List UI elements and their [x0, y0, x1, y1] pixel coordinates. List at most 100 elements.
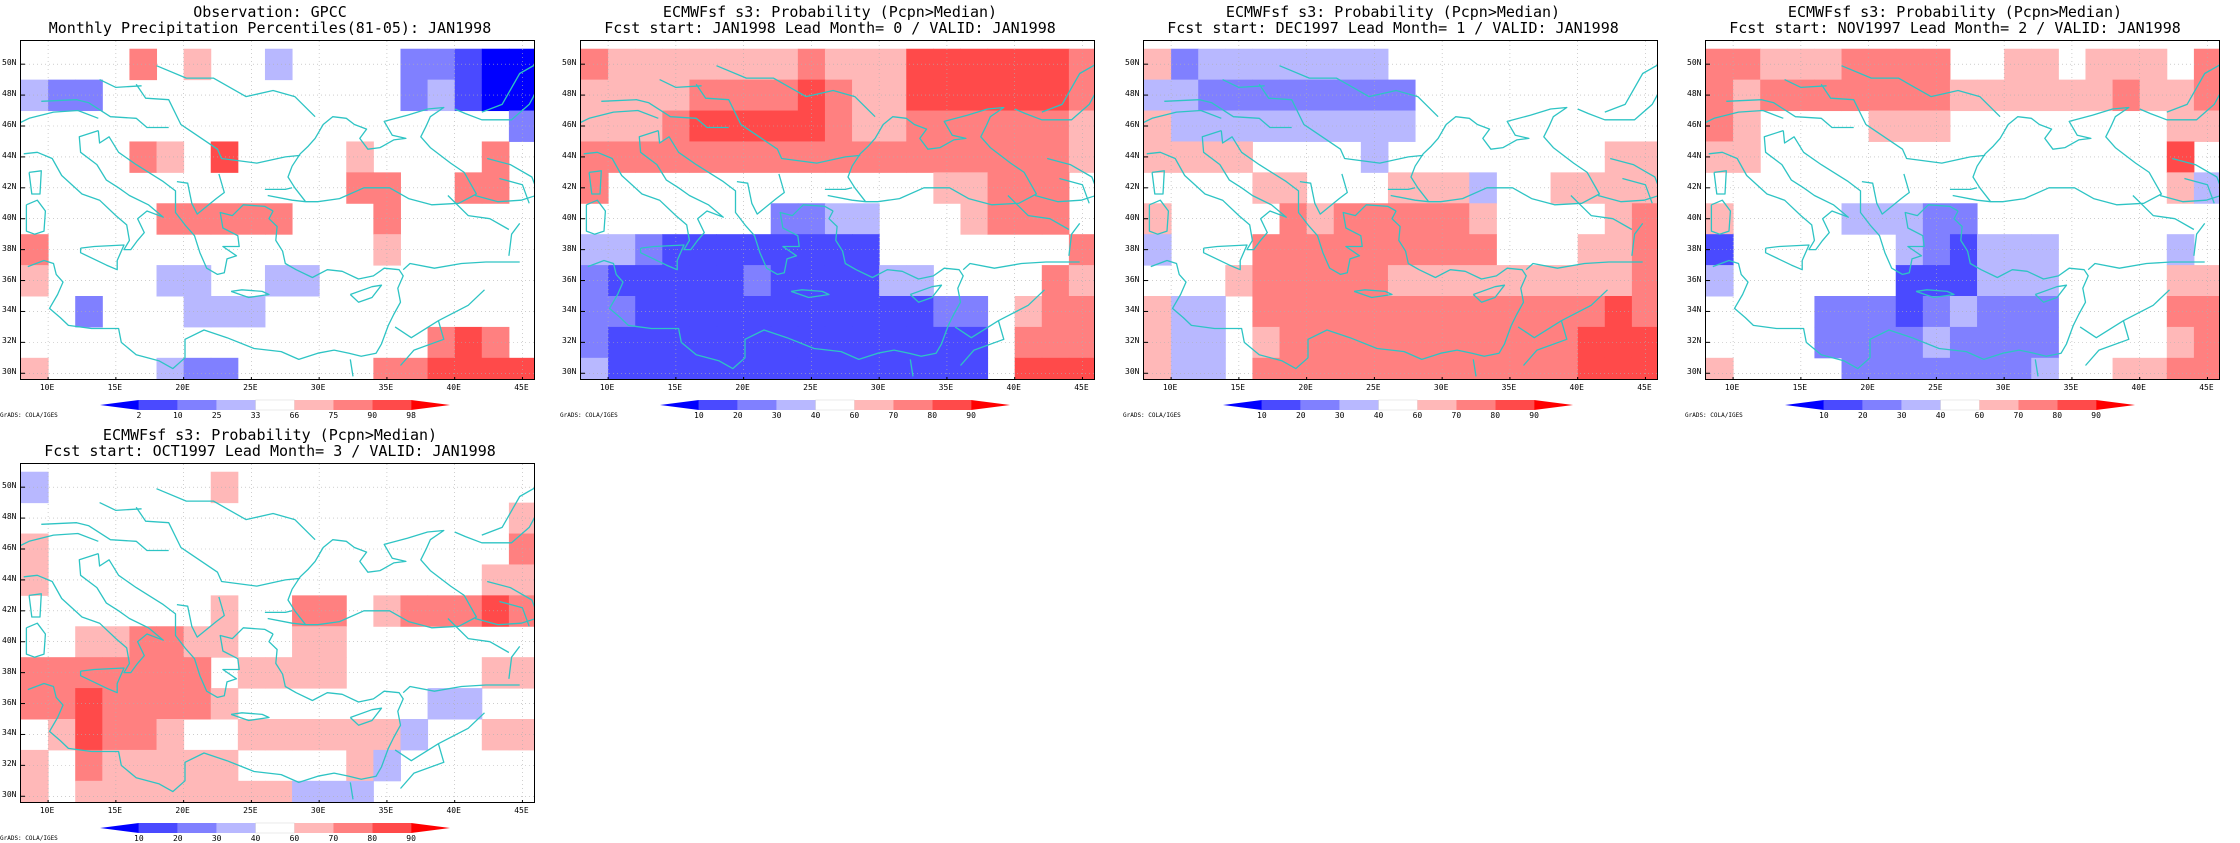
- data-cell: [716, 326, 745, 359]
- lat-label: 38N: [1125, 243, 1140, 253]
- coastline: [1708, 129, 1849, 251]
- panel-title-line2: Fcst start: NOV1997 Lead Month= 2 / VALI…: [1729, 19, 2181, 37]
- lat-label: 48N: [1687, 89, 1702, 99]
- lon-label: 35E: [378, 806, 394, 815]
- colorbar-segment: [333, 823, 373, 833]
- colorbar-segment: [737, 400, 777, 410]
- colorbar-label: 80: [367, 834, 378, 843]
- coastline: [1525, 261, 1643, 271]
- data-cell: [1604, 326, 1633, 359]
- colorbar-label: 60: [849, 411, 860, 420]
- lat-label: 30N: [562, 367, 577, 377]
- data-cell: [2085, 79, 2114, 112]
- lat-label: 30N: [1125, 367, 1140, 377]
- data-cell: [1014, 79, 1043, 112]
- data-cell: [1706, 357, 1734, 379]
- colorbar-label: 25: [211, 411, 222, 420]
- data-cell: [21, 780, 49, 802]
- data-cell: [1041, 265, 1070, 297]
- data-cell: [210, 141, 239, 173]
- lon-label: 15E: [1230, 383, 1246, 392]
- lat-label: 42N: [1125, 181, 1140, 191]
- data-cell: [481, 326, 510, 359]
- colorbar-segment: [372, 400, 412, 410]
- lat-label: 32N: [1125, 336, 1140, 346]
- colorbar-segment: [932, 400, 972, 410]
- data-cell: [1333, 203, 1362, 235]
- coastline: [1764, 244, 1810, 271]
- coastline: [1713, 170, 1727, 195]
- panel-title-line2: Fcst start: DEC1997 Lead Month= 1 / VALI…: [1167, 19, 1619, 37]
- data-cell: [1360, 110, 1389, 142]
- coastline: [454, 517, 534, 544]
- data-cell: [481, 719, 510, 751]
- lat-label: 32N: [562, 336, 577, 346]
- data-cell: [1171, 357, 1199, 379]
- data-cell: [1144, 357, 1172, 379]
- colorbar: [100, 399, 450, 411]
- coastline: [1150, 210, 1527, 370]
- lat-label: 44N: [2, 573, 17, 583]
- data-cell: [960, 48, 989, 81]
- lat-label: 48N: [2, 89, 17, 99]
- coastline: [402, 261, 520, 271]
- data-cell: [129, 657, 158, 689]
- lat-label: 46N: [2, 543, 17, 552]
- map-canvas: [1706, 41, 2219, 379]
- coastline: [824, 187, 853, 191]
- lat-label: 48N: [562, 89, 577, 99]
- coastline: [1610, 157, 1657, 185]
- data-cell: [75, 780, 103, 802]
- lon-label: 25E: [1928, 383, 1943, 392]
- data-cell: [960, 203, 989, 235]
- coastline: [909, 284, 943, 303]
- lon-label: 45E: [2199, 383, 2214, 392]
- data-cell: [2004, 326, 2032, 359]
- map-panel-4: ECMWFsf s3: Probability (Pcpn>Median) Fcs…: [1685, 0, 2225, 420]
- coastline: [960, 320, 1005, 366]
- lon-label: 10E: [1724, 383, 1740, 392]
- coastline: [639, 244, 685, 271]
- lon-label: 45E: [1637, 383, 1652, 392]
- colorbar-label: 30: [771, 411, 782, 420]
- data-cell: [1252, 265, 1281, 297]
- data-cell: [454, 688, 483, 720]
- colorbar-segment: [1940, 399, 1980, 411]
- data-cell: [1252, 296, 1281, 328]
- lat-label: 46N: [2, 120, 17, 129]
- lat-label: 50N: [562, 58, 577, 68]
- lon-label: 20E: [175, 806, 190, 815]
- data-cell: [1841, 326, 1870, 359]
- lon-label: 40E: [2131, 383, 2146, 392]
- panel-title: ECMWFsf s3: Probability (Pcpn>Median) Fcs…: [560, 4, 1100, 36]
- data-cell: [1577, 357, 1606, 379]
- data-cell: [2166, 234, 2195, 266]
- coastline: [2132, 195, 2195, 231]
- map-area: [580, 40, 1095, 380]
- data-cell: [1041, 141, 1070, 173]
- colorbar-arrow-low: [100, 823, 139, 833]
- lat-label: 42N: [2, 181, 17, 191]
- data-cell: [481, 657, 510, 689]
- data-cell: [960, 141, 989, 173]
- lat-label: 46N: [1687, 120, 1702, 129]
- lat-label: 34N: [1125, 305, 1140, 315]
- data-cell: [960, 357, 989, 379]
- coastline: [499, 177, 530, 204]
- data-cell: [400, 48, 429, 81]
- lon-label: 35E: [2063, 383, 2079, 392]
- coastline: [2193, 223, 2206, 256]
- data-cell: [689, 296, 718, 328]
- coastline: [585, 199, 607, 235]
- data-cell: [770, 110, 799, 142]
- data-cell: [400, 79, 429, 112]
- data-cell: [373, 357, 401, 379]
- coastline: [1151, 170, 1165, 195]
- colorbar-arrow-high: [1534, 400, 1573, 410]
- coastline: [135, 83, 301, 164]
- data-cell: [1442, 234, 1470, 266]
- data-cell: [1895, 296, 1924, 328]
- coastline: [97, 130, 274, 276]
- colorbar-segment: [138, 400, 178, 410]
- coastline: [1034, 194, 1094, 203]
